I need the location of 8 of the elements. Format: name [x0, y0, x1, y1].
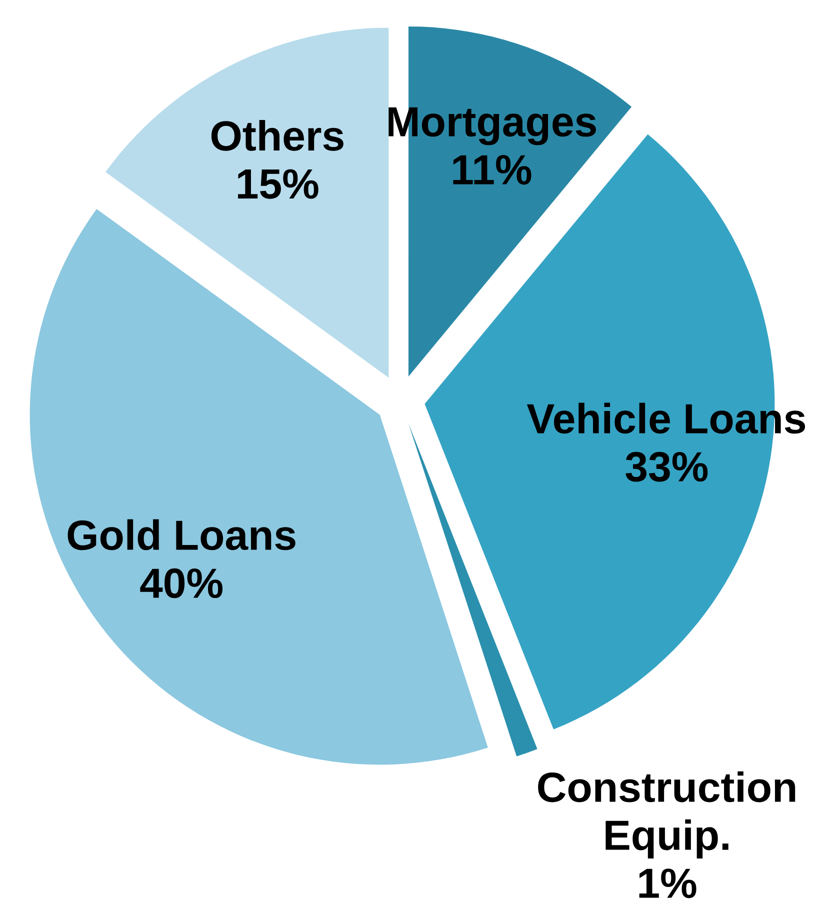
data-label: 15%	[238, 169, 318, 199]
slice-label: Others	[211, 120, 344, 151]
data-label: 1%	[639, 868, 696, 898]
slice-label: Construction Equip.	[538, 771, 796, 859]
data-label: 33%	[626, 452, 708, 482]
data-label: 11%	[453, 155, 532, 185]
slice-label: Gold Loans	[68, 519, 296, 550]
data-label: 40%	[140, 568, 222, 598]
